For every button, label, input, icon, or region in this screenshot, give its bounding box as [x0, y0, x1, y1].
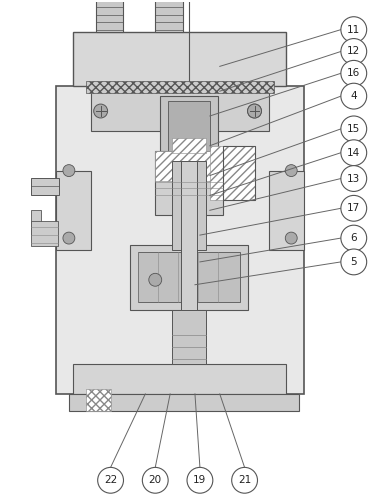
Circle shape: [341, 166, 367, 192]
Bar: [223, 146, 254, 201]
Bar: [155, 0, 183, 32]
Bar: [86, 81, 274, 93]
Bar: [172, 160, 206, 250]
Circle shape: [149, 274, 162, 286]
Circle shape: [285, 164, 297, 176]
Polygon shape: [69, 394, 299, 411]
Bar: [96, 0, 124, 32]
Text: 5: 5: [350, 257, 357, 267]
Bar: [73, 32, 286, 86]
Bar: [160, 96, 218, 156]
Circle shape: [341, 225, 367, 251]
Bar: [86, 389, 111, 411]
Text: 11: 11: [347, 24, 360, 34]
Bar: [172, 310, 206, 364]
Circle shape: [341, 16, 367, 42]
Circle shape: [341, 38, 367, 64]
Bar: [91, 91, 270, 131]
Circle shape: [98, 468, 124, 493]
Bar: [181, 160, 197, 310]
Circle shape: [187, 468, 213, 493]
Circle shape: [63, 232, 75, 244]
Text: 12: 12: [347, 46, 360, 56]
Circle shape: [94, 104, 108, 118]
Circle shape: [248, 104, 262, 118]
Bar: [270, 170, 304, 250]
Text: 21: 21: [238, 476, 251, 486]
Bar: [31, 178, 59, 196]
Text: 6: 6: [350, 233, 357, 243]
Bar: [56, 86, 304, 394]
Bar: [155, 150, 223, 180]
Bar: [210, 146, 223, 201]
Circle shape: [341, 116, 367, 142]
Text: 22: 22: [104, 476, 117, 486]
Bar: [31, 210, 41, 235]
Circle shape: [341, 83, 367, 109]
Circle shape: [232, 468, 257, 493]
Bar: [168, 101, 210, 150]
Circle shape: [63, 164, 75, 176]
Text: 17: 17: [347, 204, 360, 214]
Bar: [130, 245, 248, 310]
Bar: [31, 221, 58, 246]
Text: 15: 15: [347, 124, 360, 134]
Circle shape: [341, 249, 367, 275]
Text: 13: 13: [347, 174, 360, 184]
Circle shape: [341, 60, 367, 86]
Text: 19: 19: [193, 476, 206, 486]
Text: 4: 4: [350, 91, 357, 101]
Bar: [155, 150, 223, 216]
Text: 14: 14: [347, 148, 360, 158]
Circle shape: [285, 232, 297, 244]
Circle shape: [341, 140, 367, 166]
Bar: [138, 252, 240, 302]
Bar: [73, 364, 286, 394]
Text: 20: 20: [149, 476, 162, 486]
Circle shape: [143, 468, 168, 493]
Circle shape: [248, 104, 262, 118]
Text: 16: 16: [347, 68, 360, 78]
Bar: [56, 170, 91, 250]
Bar: [223, 146, 254, 201]
Bar: [172, 138, 206, 152]
Circle shape: [341, 196, 367, 221]
